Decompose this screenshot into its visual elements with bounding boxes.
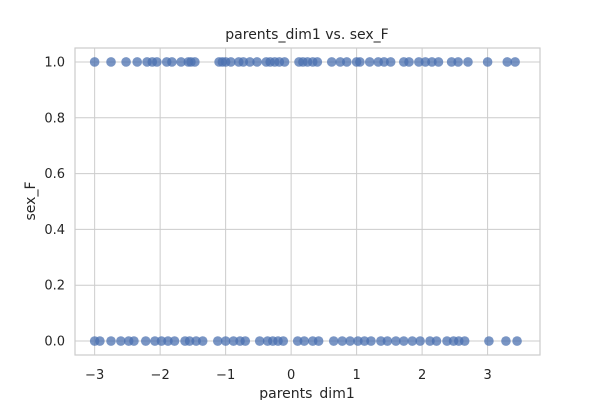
scatter-point: [106, 57, 116, 67]
scatter-point: [345, 336, 355, 346]
scatter-point: [431, 336, 442, 346]
scatter-point: [140, 336, 151, 346]
scatter-point: [459, 336, 470, 346]
scatter-point: [398, 336, 409, 346]
scatter-point: [169, 336, 180, 346]
y-tick-label: 0.4: [44, 223, 65, 238]
scatter-point: [382, 336, 393, 346]
y-tick-label: 0.6: [44, 167, 65, 182]
x-tick-label: 0: [287, 368, 295, 383]
scatter-point: [510, 57, 520, 67]
scatter-point: [326, 57, 337, 67]
x-tick-label: 2: [418, 368, 426, 383]
scatter-point: [167, 57, 177, 67]
points-layer: [89, 57, 522, 346]
scatter-point: [385, 57, 396, 67]
scatter-point: [391, 336, 401, 346]
scatter-point: [366, 336, 376, 346]
scatter-point: [89, 57, 100, 67]
scatter-point: [245, 57, 255, 67]
y-tick-label: 0.0: [44, 335, 65, 350]
scatter-point: [197, 336, 208, 346]
scatter-point: [364, 57, 375, 67]
x-tick-label: −2: [151, 368, 170, 383]
scatter-point: [106, 336, 116, 346]
scatter-point: [453, 57, 463, 67]
x-tick-label: −3: [85, 368, 104, 383]
chart-title: parents_dim1 vs. sex_F: [225, 27, 388, 43]
scatter-point: [121, 57, 131, 67]
grid-lines: [75, 48, 540, 355]
scatter-point: [279, 57, 290, 67]
scatter-point: [501, 336, 511, 346]
scatter-point: [254, 336, 265, 346]
scatter-point: [220, 336, 231, 346]
y-tick-label: 0.8: [44, 111, 65, 126]
scatter-point: [341, 57, 352, 67]
axes: [74, 47, 541, 356]
scatter-point: [176, 57, 186, 67]
scatter-point: [132, 57, 143, 67]
y-tick-label: 0.2: [44, 279, 65, 294]
plot-border: [74, 47, 541, 356]
scatter-point: [116, 336, 126, 346]
scatter-point: [484, 336, 494, 346]
scatter-point: [226, 57, 236, 67]
scatter-point: [299, 336, 310, 346]
y-axis-label: sex_F: [23, 182, 39, 221]
scatter-point: [212, 336, 223, 346]
scatter-point: [502, 57, 513, 67]
scatter-point: [313, 336, 324, 346]
x-tick-label: 3: [483, 368, 491, 383]
scatter-point: [337, 336, 348, 346]
scatter-point: [404, 57, 414, 67]
scatter-point: [129, 336, 139, 346]
scatter-point: [190, 57, 200, 67]
scatter-point: [252, 57, 262, 67]
scatter-point: [312, 57, 323, 67]
x-tick-label: 1: [352, 368, 360, 383]
tick-labels: −3 −2 −1 0 1 2 3 0.0 0.2 0.4 0.6 0.8 1.0: [44, 55, 491, 383]
scatter-point: [278, 336, 289, 346]
scatter-point: [240, 336, 251, 346]
scatter-point: [355, 57, 365, 67]
scatter-point: [328, 336, 339, 346]
scatter-point: [482, 57, 493, 67]
x-axis-label: parents_dim1: [259, 386, 355, 400]
x-tick-label: −1: [216, 368, 235, 383]
scatter-point: [95, 336, 105, 346]
scatter-point: [463, 57, 473, 67]
y-tick-label: 1.0: [44, 55, 65, 70]
scatter-point: [152, 57, 162, 67]
scatter-point: [407, 336, 418, 346]
scatter-point: [433, 57, 444, 67]
scatter-point: [415, 336, 425, 346]
scatter-point: [512, 336, 522, 346]
